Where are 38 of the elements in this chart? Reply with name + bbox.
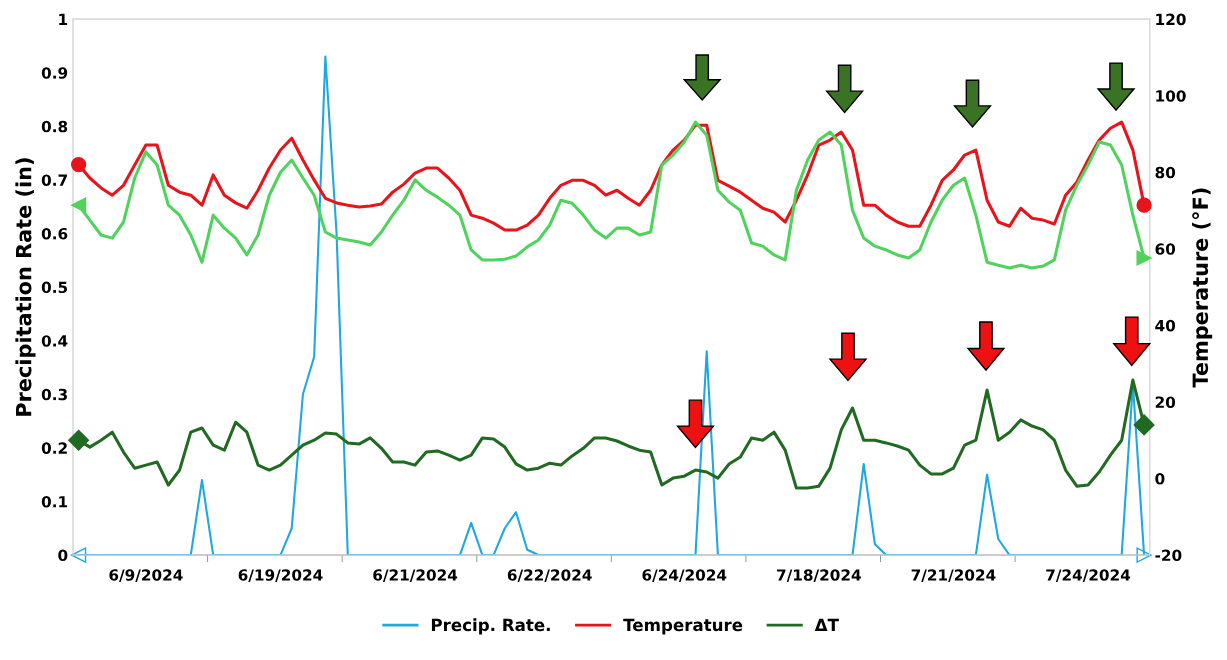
point: [68, 429, 90, 451]
x-tick-label: 6/24/2024: [642, 569, 727, 582]
x-tick-label: 7/21/2024: [911, 569, 996, 582]
x-tick-label: 7/18/2024: [777, 569, 861, 582]
y2-tick-label: 40: [1155, 319, 1176, 332]
y-tick-label: 0.4: [41, 335, 68, 347]
y2-tick-label: 80: [1155, 166, 1176, 179]
y-tick-label: 0.3: [41, 388, 67, 401]
x-tick-label: 6/21/2024: [373, 569, 458, 582]
y-tick-label: 1: [59, 13, 68, 25]
y-tick-label: 0.9: [41, 67, 68, 79]
y-axis-title: Precipitation Rate (in): [15, 158, 36, 416]
x-tick-label: 6/22/2024: [507, 569, 592, 582]
y2-tick-label: 20: [1155, 396, 1176, 408]
y2-tick-label: 60: [1155, 243, 1176, 255]
y-tick-label: 0.7: [41, 174, 67, 186]
legend-label: Precip. Rate.: [431, 618, 550, 635]
point: [70, 156, 87, 173]
x-tick-label: 6/19/2024: [238, 569, 323, 582]
point: [1133, 414, 1155, 436]
y2-tick-label: 0: [1155, 472, 1165, 485]
y2-tick-label: 120: [1156, 13, 1186, 26]
x-tick-label: 7/24/2024: [1046, 569, 1131, 582]
y2-tick-label: -20: [1155, 549, 1182, 562]
y-tick-label: 0.5: [41, 281, 68, 294]
y-tick-label: 0.1: [41, 495, 68, 508]
y2-axis-title: Temperature (°F): [1192, 188, 1213, 388]
y-tick-label: 0: [58, 549, 68, 562]
y-tick-label: 0.6: [41, 227, 68, 240]
point: [1136, 197, 1152, 213]
legend-label: Temperature: [623, 618, 743, 635]
legend-label: ΔT: [814, 618, 839, 631]
x-tick-label: 6/9/2024: [109, 569, 183, 582]
y2-tick-label: 100: [1156, 90, 1186, 102]
y-tick-label: 0.8: [41, 120, 68, 133]
point: [70, 197, 87, 213]
y-tick-label: 0.2: [41, 442, 67, 454]
point: [1136, 250, 1152, 266]
